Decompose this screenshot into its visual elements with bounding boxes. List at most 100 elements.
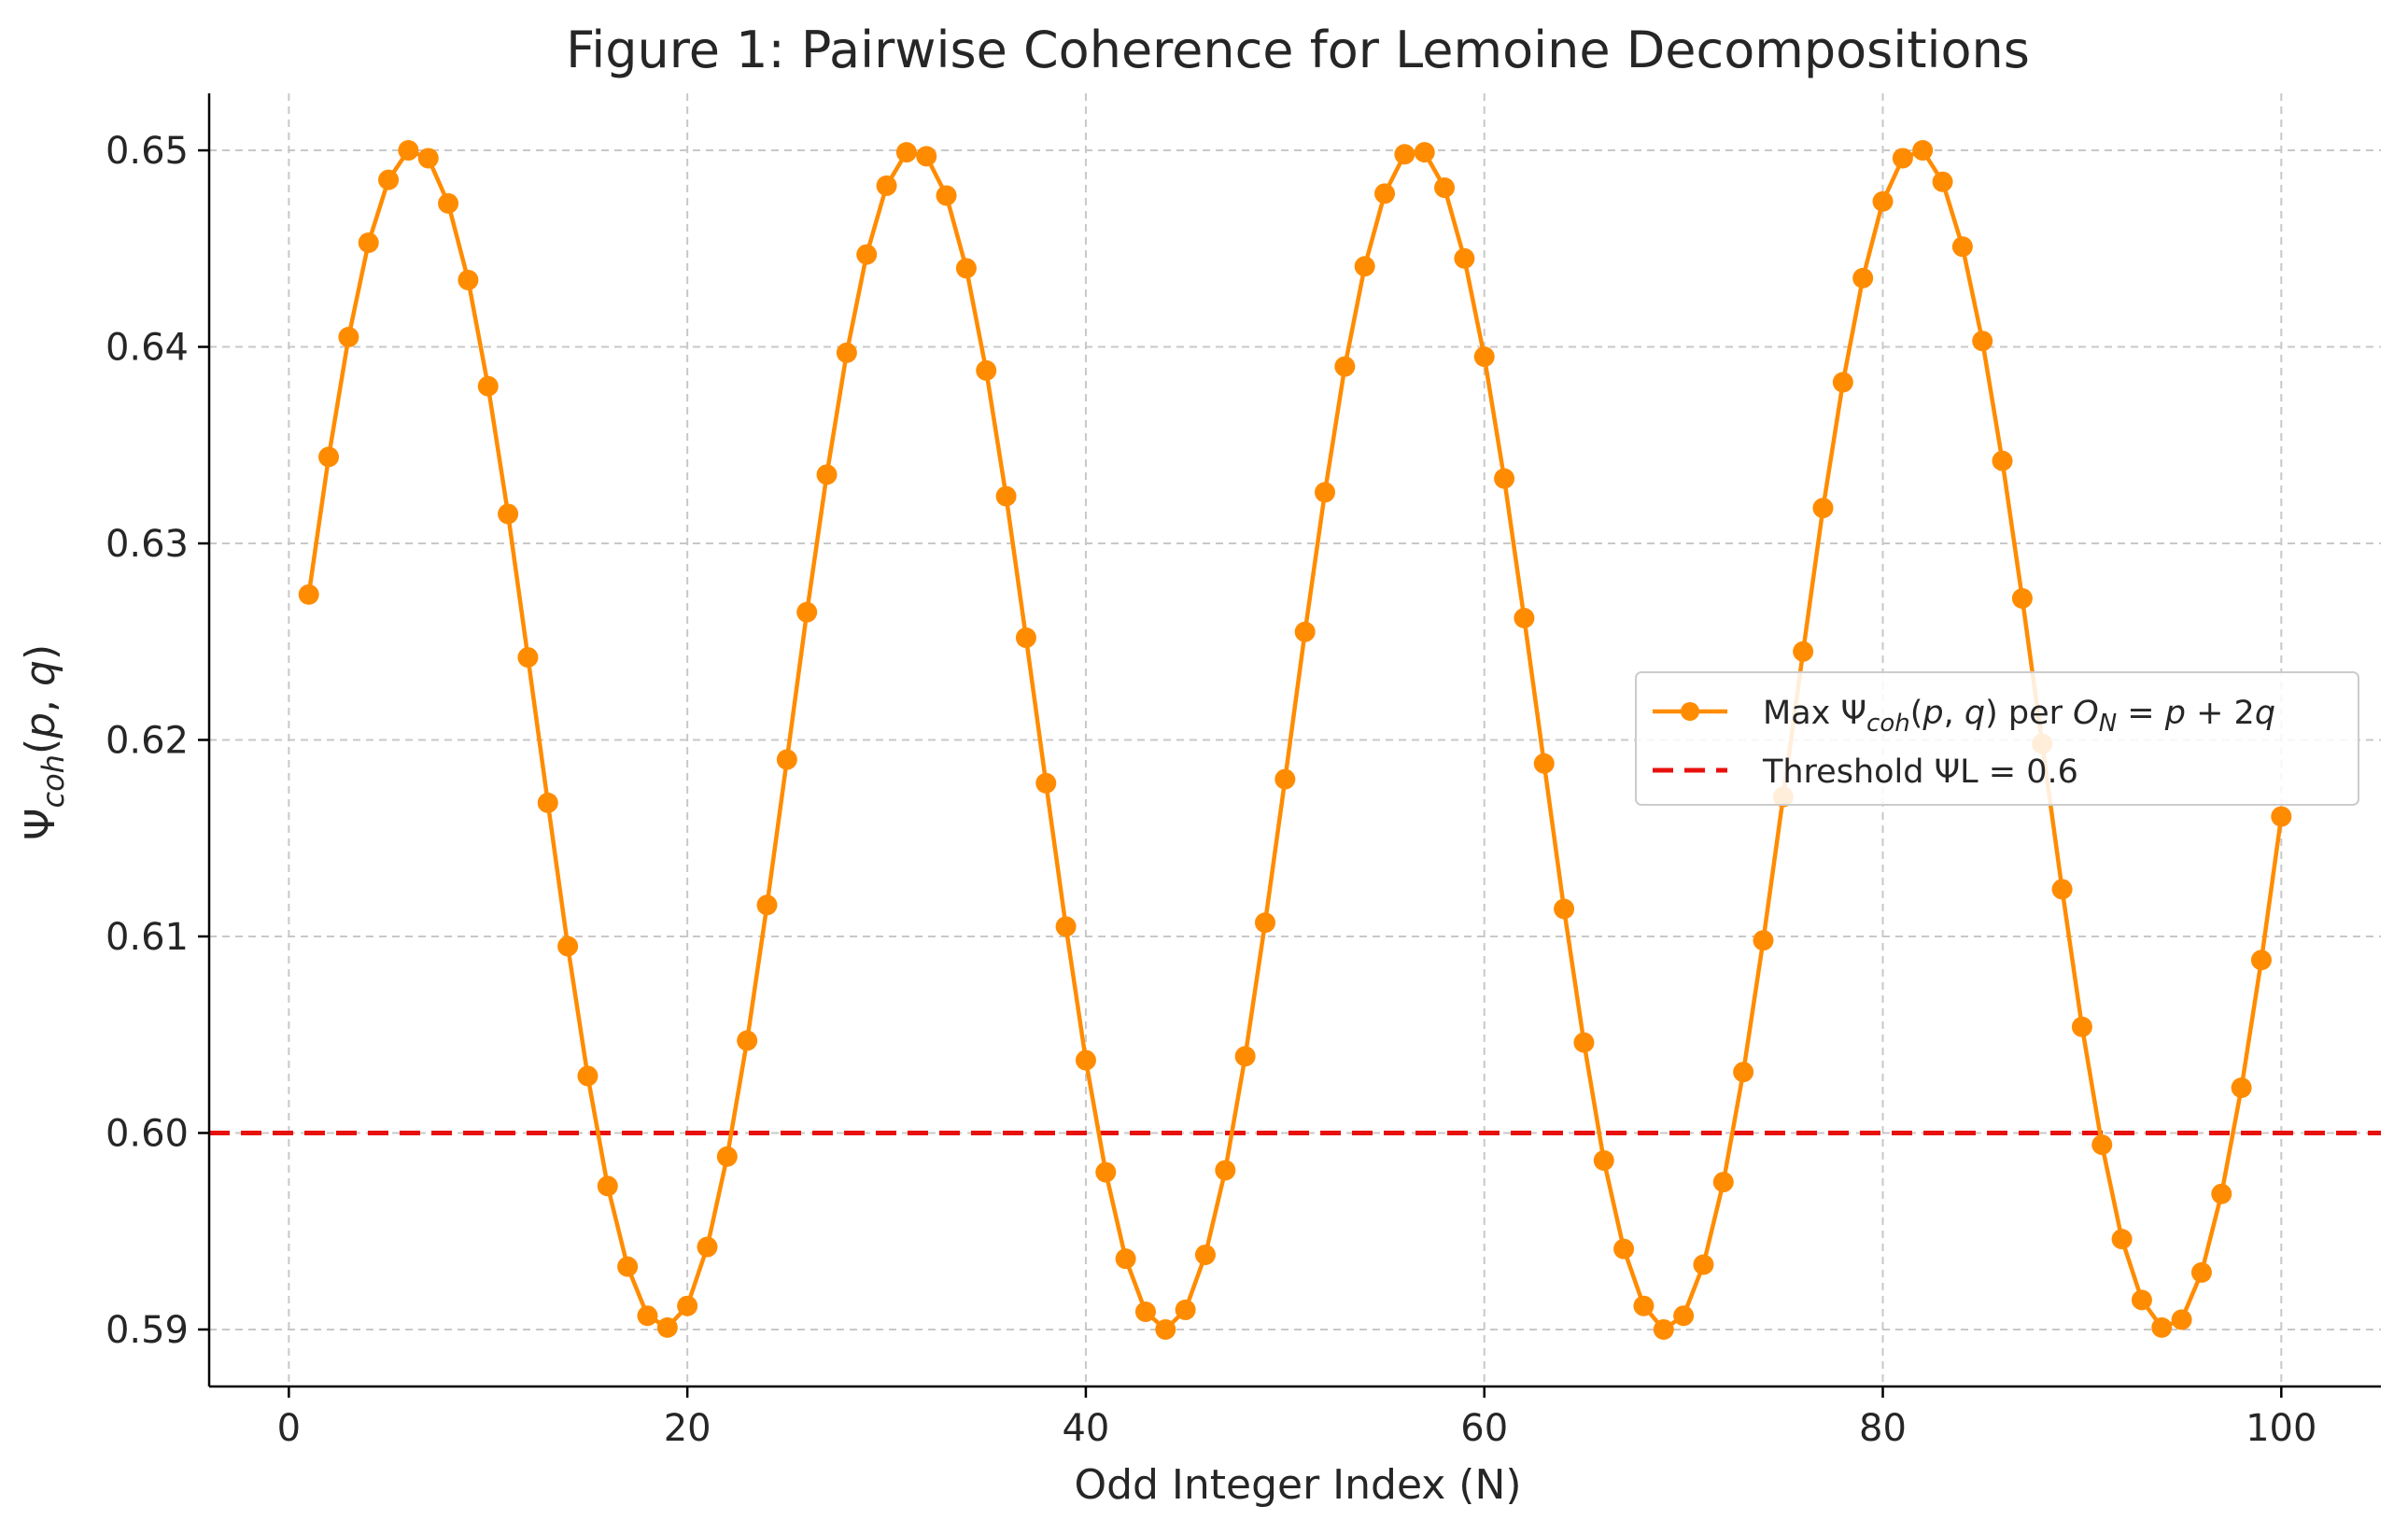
data-point-89 [2071,1016,2092,1037]
y-tick-label-1: 0.60 [106,1112,189,1155]
data-point-52 [1334,356,1356,377]
series-points [298,140,2292,1340]
data-point-36 [1015,627,1036,649]
data-point-62 [1533,753,1555,774]
data-point-84 [1972,331,1993,352]
data-point-47 [1234,1046,1256,1067]
legend-threshold-label: Threshold ΨL = 0.6 [1762,753,2078,791]
data-point-98 [2250,950,2272,971]
data-point-0 [298,584,319,605]
data-point-83 [1951,236,1973,258]
data-point-33 [955,258,977,279]
legend-box [1635,671,2359,806]
data-point-61 [1514,607,1535,628]
data-point-9 [477,375,499,397]
data-point-64 [1573,1032,1595,1053]
data-point-80 [1892,148,1913,169]
data-point-92 [2131,1289,2152,1311]
data-point-78 [1852,267,1874,289]
y-axis-label: Ψcoh(p, q) [17,644,71,840]
data-point-32 [936,185,957,206]
y-ticks: 0.59 0.60 0.61 0.62 0.63 0.64 0.65 [106,130,209,1352]
data-point-97 [2231,1077,2252,1099]
data-point-82 [1932,171,1953,192]
data-point-51 [1315,482,1336,503]
data-point-17 [637,1305,658,1327]
series-line [306,148,2284,1332]
data-point-23 [756,894,778,916]
data-point-93 [2151,1316,2173,1338]
legend-series-label: Max Ψcoh(p, q) per ON = p + 2q [1763,695,2275,738]
data-point-57 [1434,177,1456,199]
data-point-46 [1215,1160,1236,1181]
chart-title: Figure 1: Pairwise Coherence for Lemoine… [566,21,2030,79]
data-point-99 [2271,806,2292,827]
x-ticks: 0 20 40 60 80 100 [277,1386,2316,1450]
x-tick-label-5: 100 [2246,1407,2316,1450]
data-point-73 [1753,930,1774,951]
svg-text:Ψcoh(p, q): Ψcoh(p, q) [17,644,71,840]
data-point-60 [1494,468,1515,489]
data-point-30 [895,142,917,163]
data-point-38 [1055,916,1077,937]
data-point-72 [1733,1062,1754,1083]
x-tick-label-3: 60 [1460,1407,1508,1450]
data-point-48 [1254,912,1275,934]
data-point-24 [776,749,797,770]
y-tick-label-4: 0.63 [106,523,189,566]
data-point-22 [737,1030,758,1051]
data-point-53 [1354,256,1375,277]
data-point-19 [677,1295,698,1316]
y-tick-label-5: 0.64 [106,327,189,370]
data-point-7 [438,192,459,214]
legend-series-marker [1681,702,1699,721]
data-point-25 [796,601,818,623]
data-point-85 [1992,450,2013,471]
data-point-13 [557,936,579,957]
data-point-75 [1793,640,1814,662]
data-point-15 [597,1175,618,1197]
data-point-56 [1414,142,1435,163]
data-point-27 [836,342,857,363]
data-point-11 [517,647,539,668]
y-tick-label-2: 0.61 [106,916,189,959]
data-point-55 [1394,144,1415,165]
data-point-2 [338,327,359,348]
data-point-26 [816,464,838,486]
x-tick-label-4: 80 [1859,1407,1907,1450]
data-point-42 [1134,1302,1156,1323]
data-point-1 [318,446,340,468]
data-point-96 [2211,1183,2232,1204]
data-point-14 [577,1065,598,1087]
data-point-12 [537,792,558,813]
y-tick-label-3: 0.62 [106,720,189,763]
y-tick-label-0: 0.59 [106,1309,189,1352]
data-point-44 [1175,1299,1196,1320]
data-point-18 [656,1316,678,1338]
data-point-28 [856,244,878,265]
data-point-34 [976,359,997,381]
data-point-35 [995,486,1017,507]
x-tick-label-1: 20 [664,1407,711,1450]
data-point-40 [1095,1161,1117,1183]
data-point-94 [2171,1309,2192,1330]
data-point-59 [1473,346,1495,368]
data-point-20 [697,1236,718,1258]
data-point-86 [2011,587,2033,609]
data-point-63 [1554,898,1575,920]
data-point-45 [1194,1244,1216,1265]
data-point-95 [2190,1261,2212,1283]
data-point-77 [1832,372,1853,393]
y-tick-label-6: 0.65 [106,130,189,173]
legend: Max Ψcoh(p, q) per ON = p + 2q Threshold… [1635,671,2359,806]
data-point-4 [378,169,400,190]
data-point-39 [1075,1049,1096,1071]
data-point-16 [617,1256,639,1277]
x-tick-label-0: 0 [277,1407,301,1450]
data-point-68 [1653,1318,1674,1340]
data-point-91 [2111,1229,2133,1250]
data-point-29 [876,175,897,196]
data-point-37 [1035,772,1057,794]
data-point-3 [358,232,379,253]
